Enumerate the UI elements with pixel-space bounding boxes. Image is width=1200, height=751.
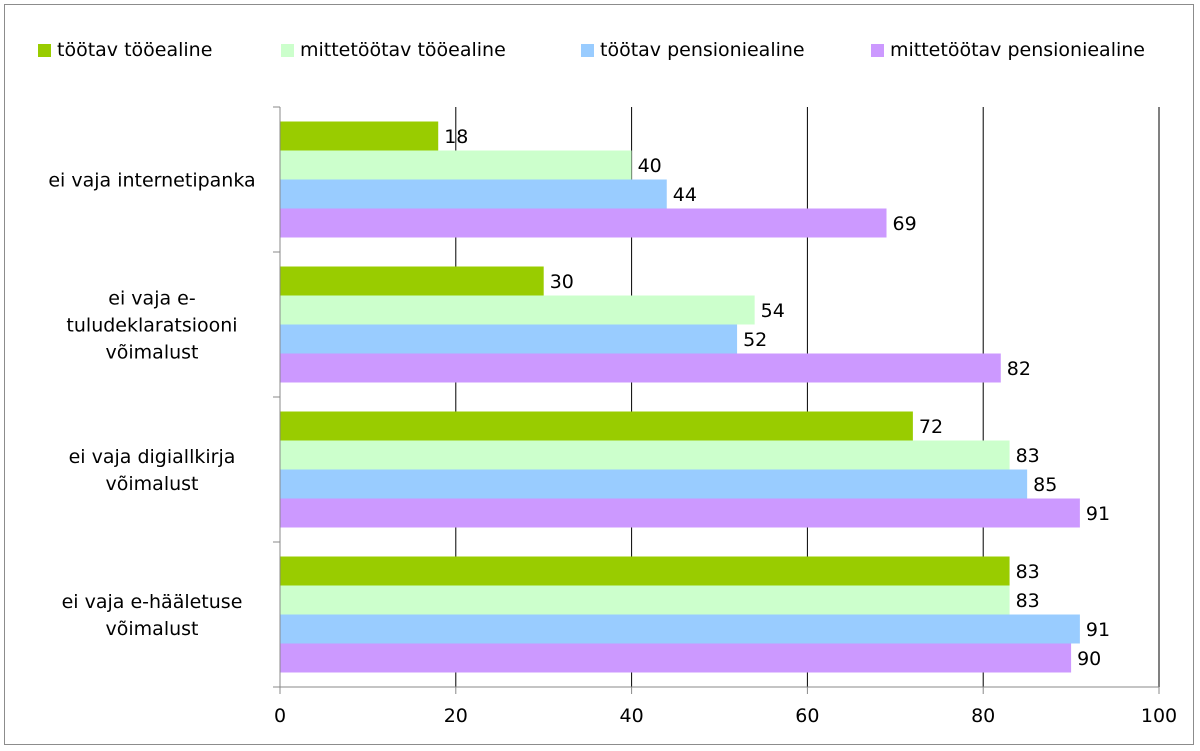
data-label: 54 xyxy=(761,300,785,322)
category-label: ei vaja internetipanka xyxy=(48,170,255,192)
x-tick-label: 60 xyxy=(795,705,819,727)
legend-item-tootav-tooealine: töötav tööealine xyxy=(38,38,212,62)
data-label: 44 xyxy=(673,184,697,206)
legend-label: mittetöötav pensioniealine xyxy=(890,39,1145,61)
data-label: 30 xyxy=(550,271,574,293)
legend-label: mittetöötav tööealine xyxy=(300,39,506,61)
data-label: 91 xyxy=(1086,503,1110,525)
bar xyxy=(280,585,1010,615)
category-label: ei vaja e-hääletuse võimalust xyxy=(62,591,243,640)
bar xyxy=(280,150,632,180)
data-label: 18 xyxy=(444,126,468,148)
bar xyxy=(280,266,544,296)
data-label: 83 xyxy=(1016,590,1040,612)
legend-item-tootav-pensioniealine: töötav pensioniealine xyxy=(581,38,805,62)
legend-item-mittetootav-pensioniealine: mittetöötav pensioniealine xyxy=(871,38,1145,62)
legend-swatch xyxy=(581,43,594,57)
category-label: ei vaja digiallkirja võimalust xyxy=(69,446,236,495)
bar xyxy=(280,121,439,151)
data-label: 40 xyxy=(638,155,662,177)
bar xyxy=(280,411,913,441)
data-label: 52 xyxy=(743,329,767,351)
data-label: 85 xyxy=(1033,474,1057,496)
bar xyxy=(280,208,887,238)
data-label: 69 xyxy=(893,213,917,235)
x-tick-label: 80 xyxy=(971,705,995,727)
x-tick-label: 0 xyxy=(274,705,286,727)
bar xyxy=(280,469,1028,499)
data-label: 91 xyxy=(1086,619,1110,641)
data-label: 82 xyxy=(1007,358,1031,380)
bar xyxy=(280,643,1072,673)
category-label: ei vaja e-tuludeklaratsiooni võimalust xyxy=(66,288,237,364)
bar xyxy=(280,556,1010,586)
legend-label: töötav tööealine xyxy=(57,39,213,61)
x-tick-label: 20 xyxy=(444,705,468,727)
data-label: 83 xyxy=(1016,445,1040,467)
bar xyxy=(280,179,667,209)
bar xyxy=(280,353,1001,383)
x-tick-label: 40 xyxy=(620,705,644,727)
bar xyxy=(280,614,1080,644)
x-tick-label: 100 xyxy=(1141,705,1177,727)
bar xyxy=(280,324,738,354)
legend-swatch xyxy=(871,43,884,57)
data-label: 90 xyxy=(1077,648,1101,670)
bar xyxy=(280,440,1010,470)
chart-frame xyxy=(4,4,1194,745)
legend-swatch xyxy=(281,43,294,57)
legend-item-mittetootav-tooealine: mittetöötav tööealine xyxy=(281,38,506,62)
legend-swatch xyxy=(38,43,51,57)
data-label: 72 xyxy=(919,416,943,438)
legend-label: töötav pensioniealine xyxy=(600,39,805,61)
bar xyxy=(280,295,755,325)
data-label: 83 xyxy=(1016,561,1040,583)
bar xyxy=(280,498,1080,528)
